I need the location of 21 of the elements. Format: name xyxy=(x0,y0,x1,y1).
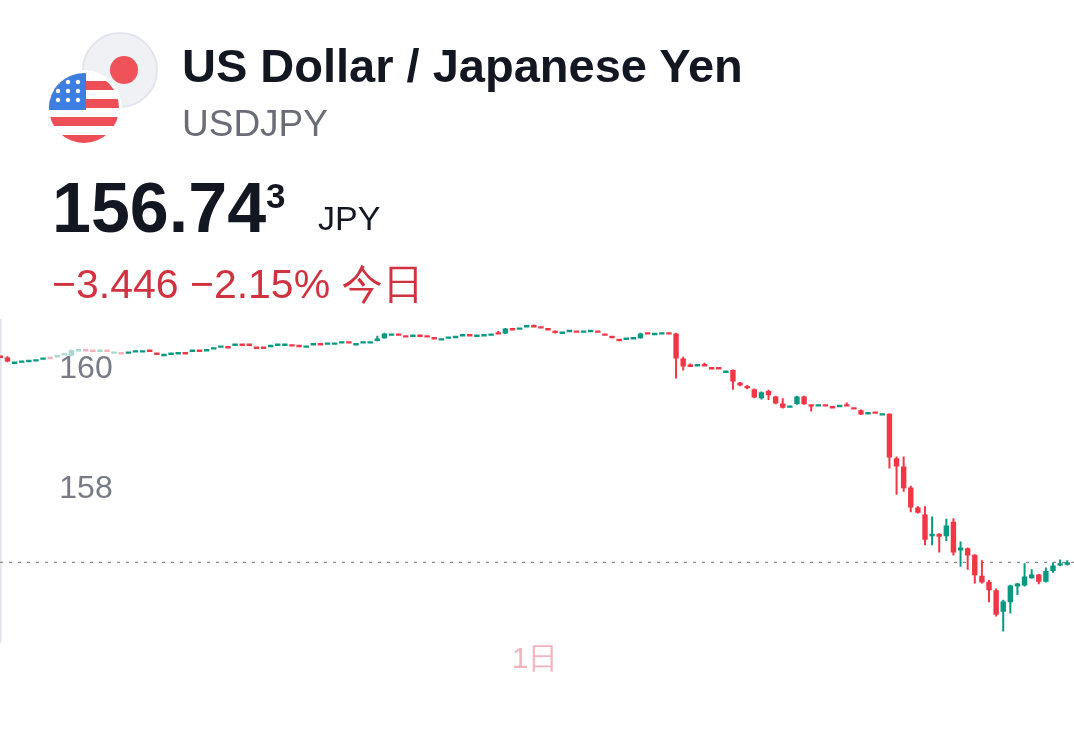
y-tick-label: 158 xyxy=(59,469,113,505)
candlestick xyxy=(844,402,850,407)
candlestick xyxy=(595,330,601,333)
candlestick xyxy=(808,404,814,412)
y-tick-label: 160 xyxy=(59,349,113,385)
chart-subtitle: USDJPY xyxy=(182,103,328,144)
candlestick xyxy=(929,516,935,546)
candlestick xyxy=(851,407,857,410)
candlestick xyxy=(111,351,117,354)
text: JPY xyxy=(318,199,381,237)
candlestick xyxy=(303,345,309,348)
candlestick xyxy=(787,405,793,408)
candlestick xyxy=(1057,559,1063,567)
candlestick xyxy=(346,341,352,344)
annotation: 1日 xyxy=(511,641,559,674)
candlestick xyxy=(218,345,224,348)
candlestick xyxy=(602,333,608,336)
chart-title: US Dollar / Japanese Yen xyxy=(182,39,743,92)
text: −3.446 −2.15% 今日 xyxy=(52,261,424,307)
text: 156.74$^{3}$ xyxy=(52,169,286,247)
candlestick xyxy=(659,332,665,335)
